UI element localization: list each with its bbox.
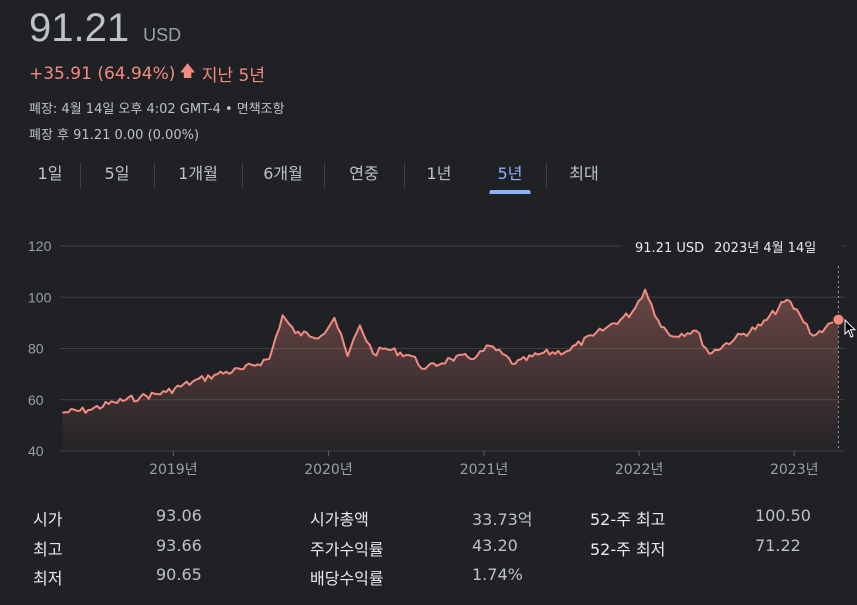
- currency-label: USD: [143, 25, 182, 45]
- y-tick-label: 120: [28, 238, 52, 254]
- price-chart[interactable]: 40 60 80 100 120 2019년 2020년 2021년 2022년 2023년 91.…: [0, 225, 857, 490]
- tab-label: 5일: [104, 164, 130, 183]
- range-tabs: 1일 5일 1개월 6개월 연중 1년 5년 최대: [20, 158, 622, 196]
- x-tick-label: 2023년: [770, 462, 819, 478]
- tab-max[interactable]: 최대: [546, 158, 622, 194]
- arrow-up-icon: 🡅: [179, 61, 196, 80]
- tab-5-year[interactable]: 5년: [474, 158, 546, 194]
- x-tick-label: 2022년: [615, 462, 664, 478]
- stat-label: 최저: [33, 569, 63, 588]
- tooltip-box: [622, 228, 842, 264]
- y-tick-label: 40: [28, 443, 44, 459]
- tab-1-year[interactable]: 1년: [404, 158, 474, 194]
- tab-label: 1개월: [178, 164, 218, 183]
- stat-value: 33.73억: [472, 510, 533, 529]
- tooltip-price: 91.21 USD: [635, 241, 704, 256]
- y-tick-label: 80: [28, 341, 44, 357]
- stat-value: 100.50: [755, 506, 811, 525]
- tab-label: 6개월: [263, 164, 303, 183]
- stat-value: 1.74%: [472, 565, 523, 584]
- tab-1-month[interactable]: 1개월: [154, 158, 242, 194]
- current-point-dot: [832, 313, 845, 326]
- tooltip-text: 91.21 USD 2023년 4월 14일: [635, 241, 816, 256]
- stat-label: 최고: [33, 540, 63, 559]
- active-tab-indicator: [489, 190, 531, 194]
- stat-value: 93.66: [156, 536, 202, 555]
- tab-label: 1일: [37, 164, 63, 183]
- market-status: 폐장: 4월 14일 오후 4:02 GMT-4 • 면책조항: [29, 102, 285, 117]
- tab-5-day[interactable]: 5일: [80, 158, 154, 194]
- stat-label: 배당수익률: [310, 569, 384, 588]
- mouse-cursor-icon: [844, 319, 856, 338]
- stat-label: 주가수익률: [310, 540, 384, 559]
- after-hours-quote: 폐장 후 91.21 0.00 (0.00%): [29, 128, 200, 143]
- change-value: +35.91 (64.94%): [29, 63, 176, 84]
- price-change: +35.91 (64.94%) 🡅 지난 5년: [29, 60, 265, 87]
- tab-label: 최대: [569, 164, 599, 183]
- stat-value: 90.65: [156, 565, 202, 584]
- tab-label: 연중: [349, 164, 379, 183]
- tab-label: 1년: [426, 164, 452, 183]
- series-area: [62, 289, 839, 451]
- series-line: [62, 288, 839, 414]
- tab-ytd[interactable]: 연중: [324, 158, 404, 194]
- current-price: 91.21: [29, 6, 130, 50]
- tab-label: 5년: [497, 164, 523, 183]
- tab-6-month[interactable]: 6개월: [242, 158, 324, 194]
- x-tick-label: 2019년: [149, 462, 198, 478]
- y-tick-label: 100: [28, 289, 52, 305]
- price-header: 91.21 USD: [29, 6, 181, 51]
- tooltip-date: 2023년 4월 14일: [714, 241, 816, 256]
- x-tick-label: 2020년: [304, 462, 353, 478]
- stat-value: 43.20: [472, 536, 518, 555]
- stat-label: 52-주 최저: [590, 540, 666, 559]
- stat-value: 93.06: [156, 506, 202, 525]
- change-period: 지난 5년: [201, 66, 265, 86]
- stat-label: 시가총액: [310, 510, 369, 529]
- stat-label: 52-주 최고: [590, 510, 666, 529]
- tab-1-day[interactable]: 1일: [20, 158, 80, 194]
- stat-label: 시가: [33, 510, 63, 529]
- stat-value: 71.22: [755, 536, 801, 555]
- y-tick-label: 60: [28, 392, 44, 408]
- x-tick-label: 2021년: [460, 462, 509, 478]
